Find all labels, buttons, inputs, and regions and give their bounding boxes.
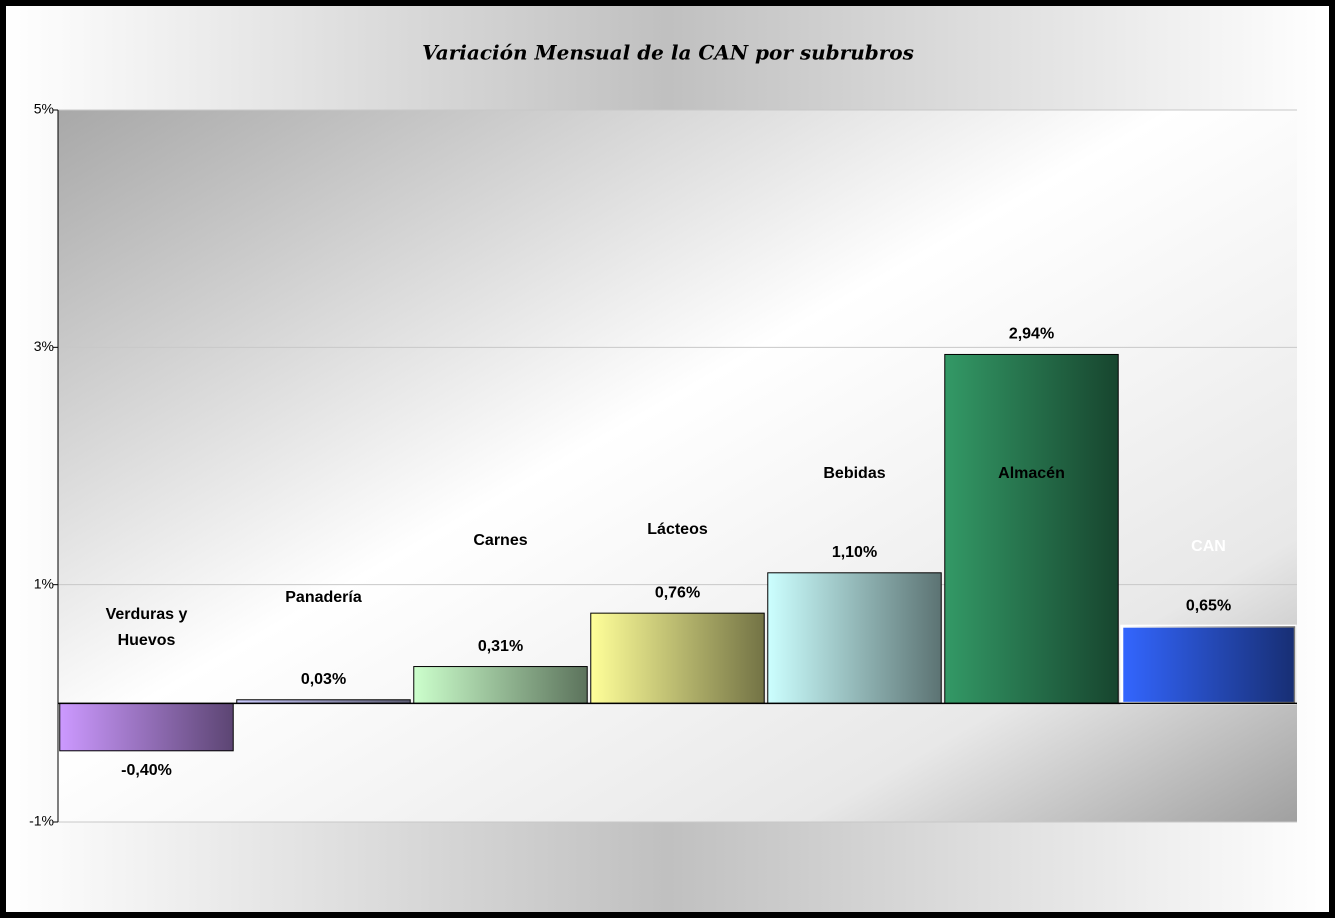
value-label: 0,31%	[478, 638, 523, 655]
value-label: -0,40%	[121, 762, 172, 779]
bar-shade	[1121, 626, 1296, 704]
category-line: Huevos	[118, 632, 176, 649]
category-label: Verduras y Huevos	[106, 606, 188, 649]
category-label: Almacén	[998, 465, 1065, 482]
y-tick-label: 1%	[34, 575, 54, 591]
value-label: 1,10%	[832, 544, 877, 561]
bar-shade	[944, 354, 1119, 704]
bar-shade	[413, 666, 588, 704]
category-label: Lácteos	[647, 521, 708, 538]
y-tick-label: 5%	[34, 101, 54, 117]
value-label: 0,76%	[655, 584, 700, 601]
value-label: 0,65%	[1186, 597, 1231, 614]
bar-shade	[767, 572, 942, 704]
category-label: CAN	[1191, 538, 1226, 555]
value-label: 2,94%	[1009, 326, 1054, 343]
category-label: Carnes	[473, 532, 527, 549]
value-label: 0,03%	[301, 671, 346, 688]
bar-shade	[590, 613, 765, 704]
y-tick-label: -1%	[29, 813, 54, 829]
category-label: Bebidas	[823, 465, 885, 482]
bar-shade	[236, 699, 411, 704]
chart-title: Variación Mensual de la CAN por subrubro…	[422, 41, 914, 65]
category-label: Panadería	[285, 589, 362, 606]
y-tick-label: 3%	[34, 338, 54, 354]
category-line: Verduras y	[106, 606, 188, 623]
bar-shade	[59, 703, 234, 751]
